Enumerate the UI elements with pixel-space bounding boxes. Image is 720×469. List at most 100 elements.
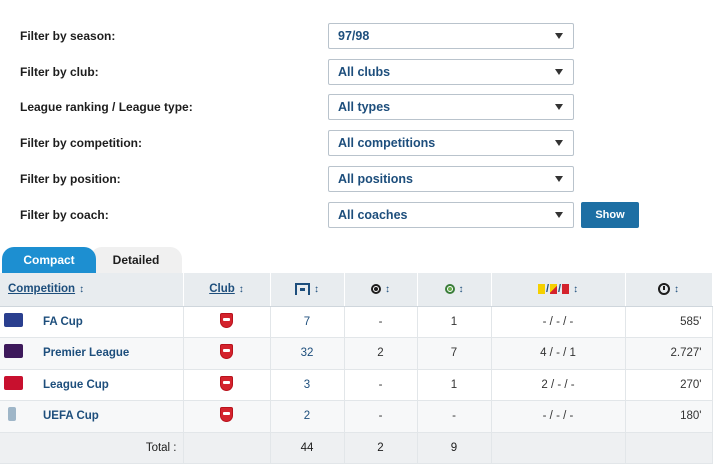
cards-cell: 2 / - / -	[491, 369, 626, 401]
total-appearances: 44	[270, 432, 345, 464]
sort-by-club[interactable]: Club	[209, 283, 235, 296]
competition-logo-icon	[4, 375, 23, 390]
goals-cell: -	[344, 306, 418, 338]
competition-link[interactable]: UEFA Cup	[43, 410, 99, 423]
club-crest-icon[interactable]	[220, 407, 233, 423]
total-label: Total :	[0, 432, 184, 464]
club-crest-icon[interactable]	[220, 344, 233, 360]
league-type-select[interactable]: All types	[328, 94, 574, 120]
cards-cell: - / - / -	[491, 400, 626, 433]
club-cell	[183, 369, 271, 401]
competition-select[interactable]: All competitions	[328, 130, 574, 156]
stats-table: Competition ↕ Club ↕ ↕ ↕ ↕ / / ↕	[0, 273, 713, 464]
show-button[interactable]: Show	[581, 202, 639, 228]
card-separator: /	[545, 283, 549, 296]
sort-icon[interactable]: ↕	[385, 283, 390, 295]
total-minutes	[625, 432, 713, 464]
chevron-down-icon	[555, 140, 563, 146]
cards-cell: - / - / -	[491, 306, 626, 338]
filter-label-coach: Filter by coach:	[20, 208, 109, 222]
appearances-icon	[295, 283, 310, 296]
filter-row-season: Filter by season: 97/98	[0, 23, 720, 53]
assists-icon	[444, 284, 455, 295]
sort-icon[interactable]: ↕	[238, 283, 244, 295]
header-competition: Competition ↕	[0, 273, 184, 307]
total-goals: 2	[344, 432, 418, 464]
club-crest-icon[interactable]	[220, 375, 233, 391]
filter-row-position: Filter by position: All positions	[0, 166, 720, 196]
season-select-value: 97/98	[338, 29, 370, 43]
sort-icon[interactable]: ↕	[458, 283, 464, 295]
filter-row-club: Filter by club: All clubs	[0, 59, 720, 89]
competition-link[interactable]: Premier League	[43, 347, 130, 360]
sort-icon[interactable]: ↕	[79, 283, 85, 295]
assists-cell: 1	[417, 369, 492, 401]
filter-label-competition: Filter by competition:	[20, 136, 143, 150]
tab-detailed[interactable]: Detailed	[90, 247, 182, 273]
position-select[interactable]: All positions	[328, 166, 574, 192]
appearances-cell[interactable]: 32	[270, 337, 345, 370]
coach-select-value: All coaches	[338, 208, 408, 222]
club-select-value: All clubs	[338, 65, 391, 79]
header-cards: / / ↕	[491, 273, 626, 307]
goals-cell: 2	[344, 337, 418, 370]
second-yellow-card-icon	[550, 284, 557, 295]
minutes-cell: 270'	[625, 369, 713, 401]
header-goals: ↕	[344, 273, 418, 307]
tab-compact[interactable]: Compact	[2, 247, 96, 273]
chevron-down-icon	[555, 69, 563, 75]
minutes-cell: 2.727'	[625, 337, 713, 370]
competition-cell: UEFA Cup	[0, 400, 184, 433]
total-club-cell	[183, 432, 271, 464]
club-cell	[183, 400, 271, 433]
header-club: Club ↕	[183, 273, 271, 307]
assists-cell: 1	[417, 306, 492, 338]
season-select[interactable]: 97/98	[328, 23, 574, 49]
appearances-cell[interactable]: 7	[270, 306, 345, 338]
table-row: League Cup 3 - 1 2 / - / - 270'	[0, 369, 713, 401]
header-minutes: ↕	[625, 273, 713, 307]
red-card-icon	[562, 284, 570, 295]
goals-cell: -	[344, 369, 418, 401]
chevron-down-icon	[555, 176, 563, 182]
competition-link[interactable]: FA Cup	[43, 315, 83, 328]
filter-row-coach: Filter by coach: All coaches Show	[0, 202, 720, 232]
goals-cell: -	[344, 400, 418, 433]
club-cell	[183, 337, 271, 370]
table-row: Premier League 32 2 7 4 / - / 1 2.727'	[0, 337, 713, 370]
filter-label-league-type: League ranking / League type:	[20, 100, 193, 114]
table-row: FA Cup 7 - 1 - / - / - 585'	[0, 306, 713, 338]
appearances-cell[interactable]: 2	[270, 400, 345, 433]
club-select[interactable]: All clubs	[328, 59, 574, 85]
table-row: UEFA Cup 2 - - - / - / - 180'	[0, 400, 713, 433]
competition-logo-icon	[8, 407, 16, 421]
minutes-cell: 180'	[625, 400, 713, 433]
minutes-icon	[658, 283, 670, 296]
sort-icon[interactable]: ↕	[573, 283, 579, 295]
header-appearances: ↕	[270, 273, 345, 307]
minutes-cell: 585'	[625, 306, 713, 338]
competition-cell: League Cup	[0, 369, 184, 401]
card-separator: /	[558, 283, 562, 296]
goals-icon	[371, 284, 381, 295]
filter-row-league-type: League ranking / League type: All types	[0, 94, 720, 124]
competition-cell: Premier League	[0, 337, 184, 370]
club-crest-icon[interactable]	[220, 312, 233, 328]
filter-row-competition: Filter by competition: All competitions	[0, 130, 720, 160]
stats-table-wrap: Competition ↕ Club ↕ ↕ ↕ ↕ / / ↕	[0, 273, 720, 464]
sort-by-competition[interactable]: Competition	[8, 283, 76, 296]
cards-cell: 4 / - / 1	[491, 337, 626, 370]
sort-icon[interactable]: ↕	[314, 283, 319, 295]
chevron-down-icon	[555, 212, 563, 218]
assists-cell: -	[417, 400, 492, 433]
chevron-down-icon	[555, 104, 563, 110]
competition-select-value: All competitions	[338, 136, 436, 150]
sort-icon[interactable]: ↕	[674, 283, 679, 295]
coach-select[interactable]: All coaches	[328, 202, 574, 228]
chevron-down-icon	[555, 33, 563, 39]
appearances-cell[interactable]: 3	[270, 369, 345, 401]
total-assists: 9	[417, 432, 492, 464]
competition-logo-icon	[4, 344, 23, 358]
competition-link[interactable]: League Cup	[43, 378, 109, 391]
